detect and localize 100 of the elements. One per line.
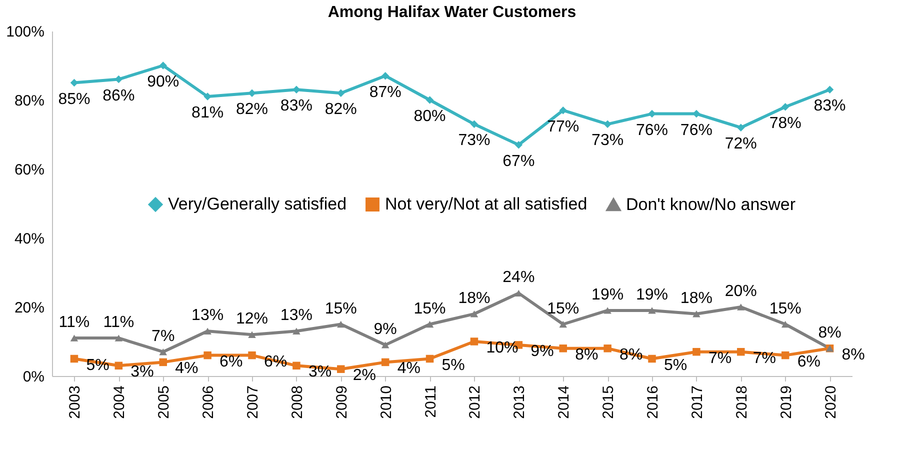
legend-label: Not very/Not at all satisfied bbox=[385, 194, 588, 214]
point bbox=[337, 89, 345, 97]
y-tick-label: 0% bbox=[22, 368, 44, 386]
data-label: 2% bbox=[352, 367, 376, 384]
legend-label: Very/Generally satisfied bbox=[168, 194, 347, 214]
point bbox=[204, 328, 212, 335]
data-label: 15% bbox=[414, 300, 446, 318]
data-label: 20% bbox=[724, 283, 757, 300]
data-label: 8% bbox=[842, 346, 865, 364]
x-tick-label: 2004 bbox=[111, 386, 128, 419]
point bbox=[559, 344, 567, 352]
point bbox=[248, 351, 256, 360]
data-label: 15% bbox=[547, 300, 580, 318]
y-tick-label: 80% bbox=[14, 92, 44, 110]
x-tick-label: 2008 bbox=[288, 386, 306, 419]
x-tick-label: 2019 bbox=[778, 386, 795, 419]
point bbox=[559, 106, 567, 114]
data-label: 13% bbox=[280, 307, 312, 324]
data-label: 87% bbox=[369, 84, 402, 101]
data-label: 3% bbox=[130, 364, 154, 381]
y-tick-label: 60% bbox=[14, 162, 44, 178]
data-label: 80% bbox=[414, 108, 446, 125]
point bbox=[737, 348, 745, 356]
x-tick-label: 2006 bbox=[200, 386, 218, 419]
data-label: 76% bbox=[680, 122, 712, 139]
point bbox=[114, 362, 123, 370]
data-label: 8% bbox=[818, 324, 842, 342]
point bbox=[337, 320, 345, 328]
data-label: 67% bbox=[502, 152, 535, 170]
point bbox=[159, 348, 167, 356]
point bbox=[781, 351, 790, 360]
point bbox=[114, 334, 123, 342]
point bbox=[514, 140, 523, 149]
x-tick-label: 2013 bbox=[511, 386, 528, 419]
x-tick-label: 2012 bbox=[466, 386, 484, 419]
y-tick-label: 20% bbox=[14, 300, 44, 316]
x-tick-label: 2011 bbox=[422, 386, 440, 418]
point bbox=[826, 86, 834, 94]
data-label: 81% bbox=[192, 104, 224, 122]
point bbox=[248, 331, 256, 338]
data-label: 5% bbox=[442, 356, 465, 374]
data-label: 73% bbox=[592, 132, 624, 150]
data-label: 83% bbox=[814, 98, 846, 115]
point bbox=[70, 334, 78, 342]
point bbox=[648, 354, 656, 363]
point bbox=[781, 103, 790, 111]
point bbox=[692, 110, 700, 118]
x-tick-label: 2005 bbox=[156, 386, 173, 419]
data-label: 7% bbox=[152, 328, 175, 345]
point bbox=[248, 89, 256, 97]
x-tick-label: 2015 bbox=[600, 386, 618, 419]
point bbox=[204, 351, 212, 360]
data-label: 11% bbox=[58, 314, 90, 332]
data-label: 11% bbox=[103, 314, 134, 332]
point bbox=[692, 348, 700, 356]
x-tick-label: 2009 bbox=[333, 386, 350, 419]
data-label: 24% bbox=[502, 269, 535, 286]
data-label: 5% bbox=[664, 356, 688, 374]
point bbox=[426, 320, 434, 328]
data-label: 6% bbox=[220, 353, 243, 370]
data-label: 82% bbox=[236, 101, 268, 118]
data-label: 9% bbox=[530, 342, 554, 360]
point bbox=[70, 354, 78, 363]
data-label: 7% bbox=[708, 350, 732, 367]
x-tick-label: 2020 bbox=[822, 386, 840, 419]
data-label: 13% bbox=[192, 307, 224, 324]
point bbox=[692, 310, 700, 318]
y-tick-label: 40% bbox=[14, 230, 44, 248]
data-label: 8% bbox=[575, 346, 598, 364]
data-label: 72% bbox=[724, 136, 757, 153]
data-label: 4% bbox=[175, 360, 198, 378]
point bbox=[648, 307, 656, 314]
data-label: 90% bbox=[147, 74, 180, 90]
point bbox=[604, 120, 612, 128]
data-label: 77% bbox=[547, 118, 580, 136]
data-label: 6% bbox=[797, 353, 820, 370]
data-label: 82% bbox=[324, 101, 357, 118]
data-label: 7% bbox=[752, 350, 776, 367]
x-tick-label: 2018 bbox=[733, 386, 750, 419]
point bbox=[204, 92, 212, 100]
point bbox=[781, 320, 790, 328]
x-tick-label: 2007 bbox=[244, 386, 262, 419]
data-label: 19% bbox=[636, 286, 668, 304]
point bbox=[292, 86, 300, 94]
point bbox=[381, 342, 390, 348]
data-label: 4% bbox=[397, 360, 420, 378]
point bbox=[292, 328, 300, 335]
point bbox=[292, 362, 300, 370]
data-label: 15% bbox=[769, 300, 802, 318]
data-label: 73% bbox=[458, 132, 490, 150]
point bbox=[470, 310, 478, 318]
point bbox=[159, 358, 167, 366]
x-tick-label: 2003 bbox=[66, 386, 84, 419]
point bbox=[426, 354, 434, 363]
x-tick-label: 2010 bbox=[378, 386, 395, 419]
data-label: 85% bbox=[58, 90, 90, 108]
x-tick-label: 2017 bbox=[688, 386, 706, 419]
point bbox=[381, 72, 390, 80]
data-label: 76% bbox=[636, 122, 668, 139]
data-label: 83% bbox=[280, 98, 312, 115]
